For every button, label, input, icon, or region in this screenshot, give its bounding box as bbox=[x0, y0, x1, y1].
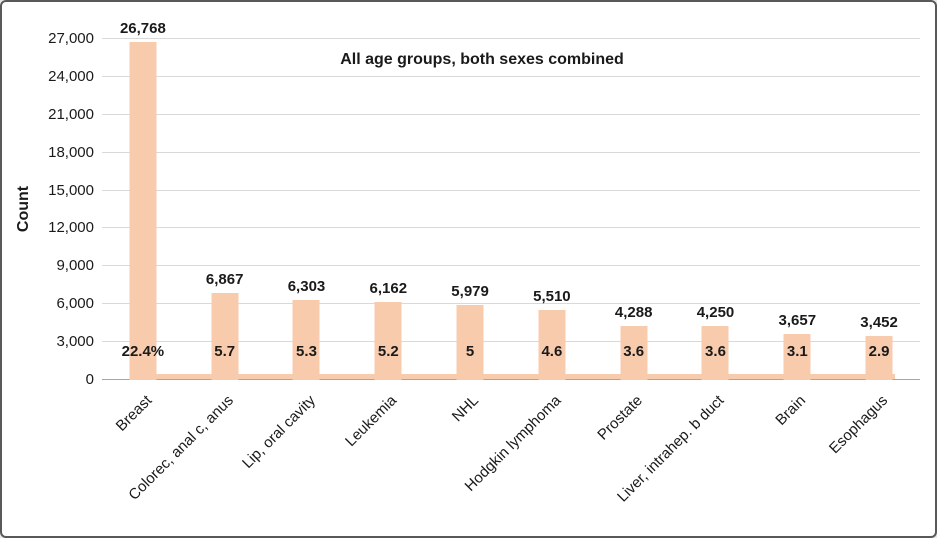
count-data-label: 6,303 bbox=[287, 278, 326, 296]
category-slot: 5,979 5 bbox=[429, 39, 511, 380]
x-axis-category-label: Esophagus bbox=[826, 392, 892, 458]
category-slot: 26,768 22.4% bbox=[102, 20, 184, 380]
x-axis-category-label: Brain bbox=[772, 392, 810, 429]
category-slot: 6,303 5.3 bbox=[266, 39, 348, 380]
y-tick-label: 21,000 bbox=[48, 105, 94, 123]
bar bbox=[701, 326, 729, 380]
percent-data-label: 3.6 bbox=[705, 343, 726, 360]
category-slot: 4,250 3.6 bbox=[675, 39, 757, 380]
bar bbox=[456, 304, 484, 380]
percent-data-label: 5.7 bbox=[214, 343, 236, 360]
category-slot: 3,452 2.9 bbox=[838, 39, 920, 380]
y-tick-label: 27,000 bbox=[48, 30, 94, 47]
x-axis-line bbox=[102, 379, 920, 380]
bar bbox=[211, 293, 239, 380]
gridline bbox=[102, 75, 920, 77]
category-slot: 6,162 5.2 bbox=[347, 39, 429, 380]
category-slot: 3,657 3.1 bbox=[756, 39, 838, 380]
category-slot: 4,288 3.6 bbox=[593, 39, 675, 380]
chart-title: All age groups, both sexes combined bbox=[340, 51, 624, 68]
gridline bbox=[102, 303, 920, 305]
bar bbox=[783, 333, 811, 380]
gridline bbox=[102, 227, 920, 229]
bar bbox=[538, 310, 566, 380]
percent-data-label: 3.1 bbox=[786, 343, 808, 360]
category-slot: 6,867 5.7 bbox=[184, 39, 266, 380]
x-axis-category-label: Breast bbox=[112, 392, 155, 435]
y-tick-label: 15,000 bbox=[48, 181, 94, 199]
count-data-label: 26,768 bbox=[119, 19, 166, 37]
gridline bbox=[102, 151, 920, 153]
y-tick-label: 24,000 bbox=[48, 67, 94, 85]
y-tick-label: 9,000 bbox=[56, 257, 94, 275]
count-data-label: 3,657 bbox=[778, 311, 817, 329]
y-tick-label: 18,000 bbox=[48, 143, 94, 161]
gridline bbox=[102, 113, 920, 115]
count-data-label: 5,510 bbox=[533, 288, 571, 306]
gridline bbox=[102, 38, 920, 39]
x-axis-category-label: NHL bbox=[448, 392, 483, 426]
percent-data-label: 5.3 bbox=[296, 343, 317, 360]
percent-data-label: 3.6 bbox=[623, 343, 645, 360]
gridline bbox=[102, 265, 920, 267]
percent-data-label: 22.4% bbox=[121, 343, 165, 360]
x-axis-category-label: Leukemia bbox=[342, 392, 401, 451]
plot-area: All age groups, both sexes combined 26,7… bbox=[102, 20, 920, 380]
percent-data-label: 5.2 bbox=[377, 343, 399, 360]
count-data-label: 4,288 bbox=[614, 303, 653, 321]
count-data-label: 3,452 bbox=[860, 314, 898, 332]
bar bbox=[292, 300, 320, 380]
baseline-series-strip bbox=[132, 374, 895, 379]
x-axis-category-label: Lip, oral cavity bbox=[238, 392, 319, 472]
bar bbox=[620, 325, 648, 380]
y-tick-label: 12,000 bbox=[48, 219, 94, 237]
count-data-label: 5,979 bbox=[451, 282, 489, 300]
gridline bbox=[102, 189, 920, 191]
y-tick-label: 6,000 bbox=[56, 295, 94, 313]
percent-data-label: 5 bbox=[465, 343, 475, 360]
count-data-label: 6,162 bbox=[369, 280, 408, 298]
x-axis-labels: Breast Colorec, anal c, anus Lip, oral cav… bbox=[102, 386, 920, 536]
percent-data-label: 2.9 bbox=[868, 343, 890, 360]
gridline bbox=[102, 341, 920, 343]
bar bbox=[129, 41, 157, 380]
bar bbox=[865, 336, 893, 380]
category-slot: 5,510 4.6 bbox=[511, 39, 593, 380]
y-tick-label: 0 bbox=[85, 371, 94, 388]
y-tick-label: 3,000 bbox=[56, 333, 94, 351]
y-axis-ticks: 0 3,000 6,000 9,000 12,000 15,000 18,000 21,000… bbox=[2, 2, 94, 536]
count-data-label: 4,250 bbox=[696, 304, 735, 322]
percent-data-label: 4.6 bbox=[541, 343, 563, 360]
count-data-label: 6,867 bbox=[205, 271, 244, 289]
bar bbox=[374, 302, 402, 380]
x-axis-category-label: Prostate bbox=[594, 392, 646, 444]
